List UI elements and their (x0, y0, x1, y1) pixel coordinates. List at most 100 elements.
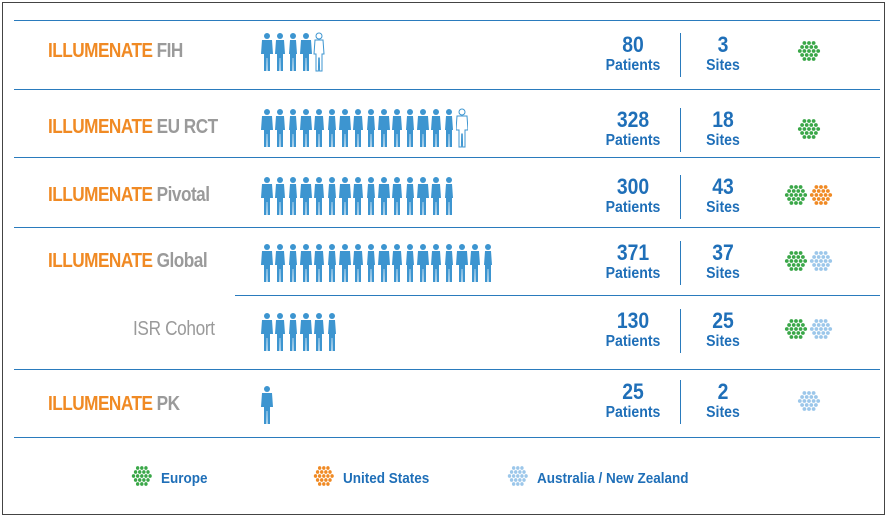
divider-3 (14, 227, 880, 228)
stat-separator (680, 380, 681, 424)
person-icon (300, 177, 312, 215)
person-icon (378, 177, 390, 215)
person-icon (431, 177, 441, 215)
trial-title-pivotal: ILLUMENATE Pivotal (48, 184, 210, 206)
person-icon (417, 244, 429, 282)
patients-pictogram-pk (261, 385, 273, 425)
person-icon (367, 244, 375, 282)
stat-separator (680, 309, 681, 353)
region-icons-isr-cohort (784, 318, 833, 340)
united-states-hex-icon (313, 465, 335, 491)
person-icon (275, 109, 285, 147)
region-icons-global (784, 250, 833, 272)
person-icon (431, 244, 441, 282)
person-icon (406, 109, 414, 147)
person-icon (289, 177, 297, 215)
trial-title-isr-cohort: ISR Cohort (133, 318, 215, 340)
patients-count-isr-cohort: 130 Patients (605, 308, 661, 351)
trial-title-eu-rct: ILLUMENATE EU RCT (48, 116, 218, 138)
person-icon (300, 109, 312, 147)
person-icon (313, 32, 325, 72)
person-icon (339, 244, 351, 282)
person-icon (353, 109, 363, 147)
person-icon (367, 177, 375, 215)
person-icon (261, 177, 273, 215)
person-icon (289, 109, 297, 147)
person-icon (314, 244, 324, 282)
europe-hex-icon (797, 41, 821, 61)
person-icon (300, 244, 312, 282)
person-icon (261, 244, 273, 282)
region-icons-pk (797, 390, 821, 412)
legend-item-united-states: United States (313, 465, 439, 491)
patients-pictogram-isr-cohort (261, 312, 338, 352)
person-icon (275, 313, 285, 351)
stat-separator (680, 33, 681, 77)
europe-hex-icon (131, 465, 153, 491)
region-icons-eu-rct (797, 118, 821, 140)
patients-count-pk: 25 Patients (605, 379, 661, 422)
patients-count-eu-rct: 328 Patients (605, 107, 661, 150)
person-icon (353, 177, 363, 215)
stat-separator (680, 241, 681, 285)
patients-pictogram-global (261, 243, 494, 283)
person-icon (261, 386, 273, 424)
legend-label-united-states: United States (343, 469, 430, 487)
europe-hex-icon (784, 319, 808, 339)
region-icons-pivotal (784, 184, 833, 206)
sites-count-global: 37 Sites (706, 240, 740, 283)
person-icon (314, 313, 324, 351)
person-icon (328, 313, 336, 351)
patients-count-global: 371 Patients (605, 240, 661, 283)
sites-count-isr-cohort: 25 Sites (706, 308, 740, 351)
person-icon (289, 313, 297, 351)
sites-count-pk: 2 Sites (706, 379, 740, 422)
trial-title-fih: ILLUMENATE FIH (48, 40, 183, 62)
person-icon (300, 33, 312, 71)
person-icon (378, 109, 390, 147)
person-icon (417, 177, 429, 215)
person-icon (289, 244, 297, 282)
europe-hex-icon (784, 185, 808, 205)
person-icon (445, 177, 453, 215)
person-icon (300, 313, 312, 351)
person-icon (484, 244, 492, 282)
patients-count-pivotal: 300 Patients (605, 174, 661, 217)
stat-separator (680, 175, 681, 219)
trial-title-global: ILLUMENATE Global (48, 250, 208, 272)
person-icon (328, 109, 336, 147)
us-hex-icon (809, 185, 833, 205)
patients-count-fih: 80 Patients (605, 32, 661, 75)
person-icon (314, 109, 324, 147)
legend-item-australia-new-zealand: Australia / New Zealand (507, 465, 705, 491)
person-icon (367, 109, 375, 147)
legend-item-europe: Europe (131, 465, 213, 491)
patients-pictogram-fih (261, 32, 325, 72)
europe-hex-icon (797, 119, 821, 139)
person-icon (261, 33, 273, 71)
sites-count-eu-rct: 18 Sites (706, 107, 740, 150)
australia-new-zealand-hex-icon (507, 465, 529, 491)
person-icon (445, 109, 453, 147)
person-icon (353, 244, 363, 282)
sites-count-pivotal: 43 Sites (706, 174, 740, 217)
divider-bottom (14, 437, 880, 438)
sites-count-fih: 3 Sites (706, 32, 740, 75)
trial-title-pk: ILLUMENATE PK (48, 393, 180, 415)
divider-4 (14, 369, 880, 370)
person-icon (456, 244, 468, 282)
divider-3b (235, 295, 880, 296)
region-icons-fih (797, 40, 821, 62)
person-icon (275, 244, 285, 282)
person-icon (392, 177, 402, 215)
person-icon (275, 177, 285, 215)
patients-pictogram-eu-rct (261, 108, 468, 148)
europe-hex-icon (784, 251, 808, 271)
divider-2 (14, 157, 880, 158)
person-icon (261, 313, 273, 351)
person-icon (392, 109, 402, 147)
stat-separator (680, 108, 681, 152)
person-icon (417, 109, 429, 147)
legend-label-europe: Europe (161, 469, 208, 487)
divider-1 (14, 89, 880, 90)
